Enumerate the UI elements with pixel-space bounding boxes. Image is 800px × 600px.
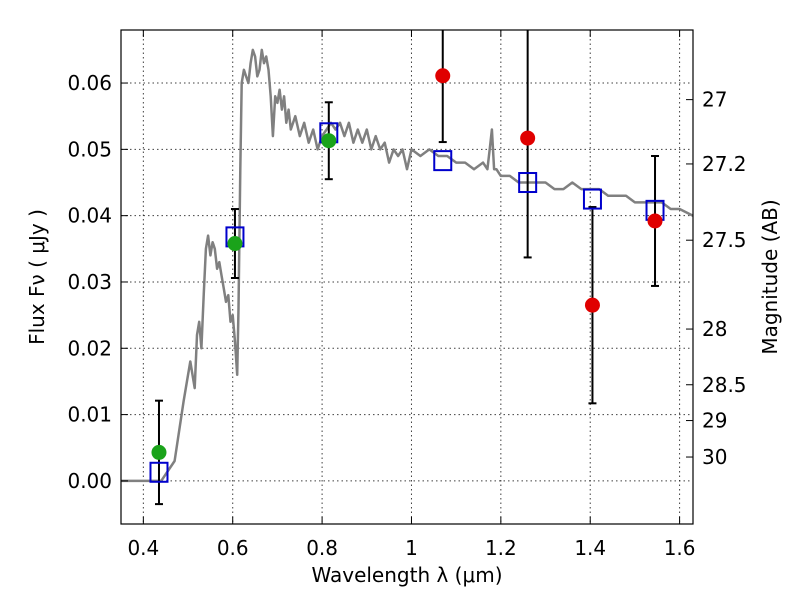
y-axis-label: Flux Fν ( μJy ) xyxy=(25,209,49,345)
right-axis-label: Magnitude (AB) xyxy=(758,199,782,354)
y-tick-label: 0.01 xyxy=(67,403,112,427)
y-tick-label: 0.00 xyxy=(67,469,112,493)
red-data-point xyxy=(520,130,536,146)
y-tick-label: 0.05 xyxy=(67,137,112,161)
model-spectrum-line xyxy=(121,48,694,483)
green-data-point xyxy=(227,236,243,252)
right-tick-label: 27.2 xyxy=(702,152,747,176)
x-tick-label: 1.6 xyxy=(664,536,696,560)
model-spectrum-layer xyxy=(121,48,694,483)
red-data-point xyxy=(435,68,451,84)
y-tick-label: 0.06 xyxy=(67,71,112,95)
x-tick-label: 0.4 xyxy=(127,536,159,560)
x-tick-label: 1 xyxy=(405,536,418,560)
x-tick-label: 1.4 xyxy=(574,536,606,560)
green-data-point xyxy=(321,133,337,149)
right-tick-label: 30 xyxy=(702,445,727,469)
plot-frame xyxy=(120,29,694,525)
right-tick-label: 28 xyxy=(702,317,727,341)
x-tick-label: 0.8 xyxy=(306,536,338,560)
y-tick-label: 0.03 xyxy=(67,270,112,294)
right-tick-label: 29 xyxy=(702,409,727,433)
y-tick-label: 0.04 xyxy=(67,204,112,228)
red-data-point xyxy=(647,213,663,229)
axis-ticks-layer: 0.4 0.6 0.8 1 1.2 1.4 1.6 0.00 0.01 0.02 0.03 0.04 0… xyxy=(67,30,747,560)
error-bars-layer xyxy=(154,30,660,506)
x-tick-label: 1.2 xyxy=(485,536,517,560)
x-tick-label: 0.6 xyxy=(217,536,249,560)
red-data-point xyxy=(584,297,600,313)
x-axis-label: Wavelength λ (μm) xyxy=(311,563,502,587)
model-box-marker xyxy=(149,461,169,483)
model-box-marker xyxy=(433,150,453,172)
data-points-layer xyxy=(151,68,663,460)
green-data-point xyxy=(151,444,167,460)
right-tick-label: 28.5 xyxy=(702,373,747,397)
y-tick-label: 0.02 xyxy=(67,336,112,360)
grid-lines xyxy=(121,30,693,524)
model-box-marker xyxy=(518,172,538,194)
right-tick-label: 27 xyxy=(702,88,727,112)
model-box-marker xyxy=(582,188,602,210)
right-tick-label: 27.5 xyxy=(702,228,747,252)
